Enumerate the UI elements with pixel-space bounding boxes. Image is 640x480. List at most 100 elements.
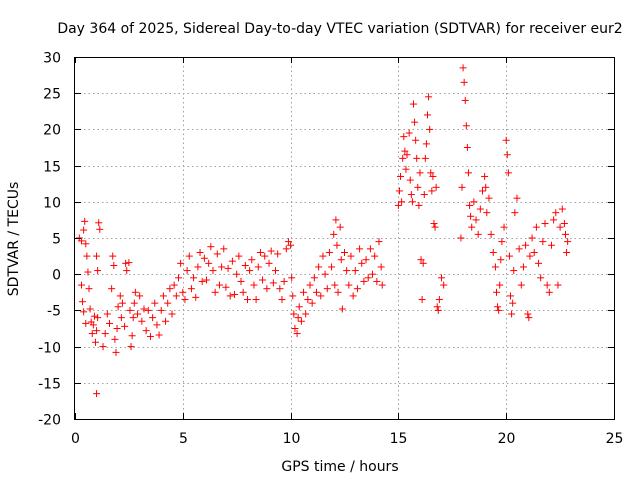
data-point [317, 292, 325, 300]
data-point [280, 277, 288, 285]
data-point [226, 292, 234, 300]
data-point [564, 238, 572, 246]
data-point [215, 281, 223, 289]
data-point [233, 270, 241, 278]
data-point [237, 277, 245, 285]
data-point [528, 234, 536, 242]
data-point [127, 343, 135, 351]
data-point [560, 220, 568, 228]
data-point [293, 330, 301, 338]
data-point [351, 267, 359, 275]
data-point [375, 238, 383, 246]
data-point [431, 223, 439, 231]
data-point [80, 308, 88, 316]
data-point [122, 259, 130, 267]
data-point [498, 238, 506, 246]
data-point [282, 245, 290, 253]
tick-labels: 0 5 10 15 20 25 -20 -15 -10 -5 0 5 10 15 20 25 30 [38, 51, 623, 448]
data-point [517, 281, 525, 289]
y-tick-label: 20 [43, 123, 61, 139]
data-points [75, 64, 572, 398]
data-point [185, 252, 193, 260]
data-point [162, 317, 170, 325]
data-point [109, 252, 117, 260]
y-tick-label: -10 [38, 341, 61, 357]
data-point [503, 151, 511, 159]
data-point [371, 252, 379, 260]
data-point [91, 338, 99, 346]
data-point [80, 226, 88, 234]
data-point [360, 277, 368, 285]
data-point [170, 281, 178, 289]
data-point [470, 198, 478, 206]
data-point [466, 201, 474, 209]
data-point [95, 219, 103, 227]
data-point [492, 288, 500, 296]
data-point [430, 220, 438, 228]
data-point [239, 288, 247, 296]
data-point [406, 176, 414, 184]
data-point [413, 154, 421, 162]
data-point [419, 259, 427, 267]
data-point [276, 285, 284, 293]
data-point [535, 259, 543, 267]
data-point [284, 238, 292, 246]
data-point [130, 299, 138, 307]
y-tick-label: 15 [43, 160, 61, 176]
data-point [426, 125, 434, 133]
data-point [151, 299, 159, 307]
data-point [213, 250, 221, 258]
data-point [510, 267, 518, 275]
data-point [334, 288, 342, 296]
y-tick-label: -15 [38, 377, 61, 393]
data-point [200, 254, 208, 262]
data-point [86, 305, 94, 313]
chart-title: Day 364 of 2025, Sidereal Day-to-day VTE… [57, 21, 622, 37]
data-point [541, 220, 549, 228]
data-point [129, 314, 137, 322]
data-point [434, 306, 442, 314]
data-point [402, 165, 410, 173]
data-point [265, 259, 273, 267]
y-tick-label: 30 [43, 51, 61, 67]
data-point [246, 267, 254, 275]
data-point [187, 285, 195, 293]
data-point [315, 263, 323, 271]
data-point [90, 312, 98, 320]
data-point [269, 279, 277, 287]
data-point [157, 306, 165, 314]
data-point [306, 281, 314, 289]
data-point [321, 270, 329, 278]
x-tick-label: 5 [179, 431, 188, 447]
data-point [432, 183, 440, 191]
data-point [93, 327, 101, 335]
axis-ticks [75, 57, 615, 420]
data-point [347, 252, 355, 260]
data-point [290, 310, 298, 318]
data-point [113, 325, 121, 332]
data-point [395, 187, 403, 195]
data-point [259, 276, 267, 284]
data-point [325, 248, 333, 256]
x-tick-label: 10 [283, 431, 301, 447]
data-point [231, 290, 239, 298]
data-point [218, 263, 226, 271]
data-point [94, 267, 102, 275]
data-point [123, 267, 131, 275]
data-point [77, 237, 85, 245]
data-point [483, 209, 491, 217]
data-point [421, 154, 429, 162]
data-point [496, 281, 504, 289]
data-point [440, 281, 448, 289]
data-point [394, 201, 402, 209]
data-point [397, 172, 405, 180]
data-point [256, 248, 264, 256]
data-point [153, 321, 161, 329]
data-point [209, 267, 217, 275]
data-point [482, 183, 490, 191]
data-point [513, 194, 521, 202]
data-point [415, 201, 423, 209]
data-point [462, 122, 470, 130]
x-tick-label: 25 [606, 431, 624, 447]
